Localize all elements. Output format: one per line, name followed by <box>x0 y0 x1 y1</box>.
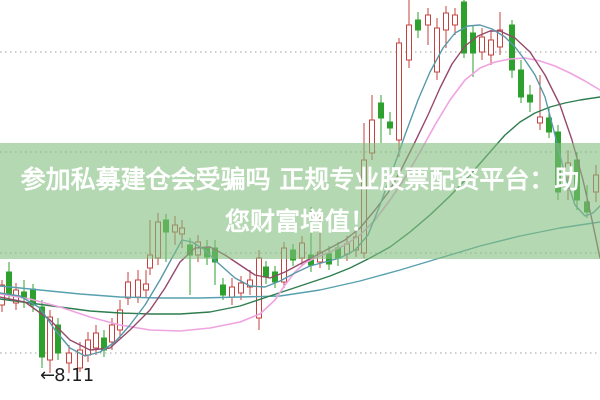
ad-banner-line1: 参加私募建仓会受骗吗 正规专业股票配资平台：助 <box>20 165 580 194</box>
low-price-value: 8.11 <box>54 365 95 386</box>
left-arrow-icon: ← <box>40 365 55 386</box>
ad-banner-line2: 您财富增值！ <box>224 207 375 236</box>
ad-banner-overlay[interactable]: 参加私募建仓会受骗吗 正规专业股票配资平台：助 您财富增值！ <box>0 143 600 259</box>
low-price-annotation: ←8.11 <box>40 367 94 385</box>
